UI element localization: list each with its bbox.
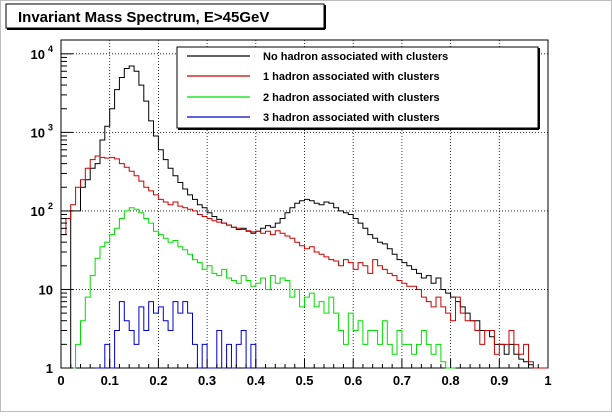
- y-tick-label: 10: [39, 282, 53, 297]
- legend: No hadron associated with clusters 1 had…: [176, 46, 540, 130]
- x-tick-label: 1: [544, 373, 551, 388]
- x-tick-label: 0.8: [442, 373, 460, 388]
- x-tick-label: 0.2: [149, 373, 167, 388]
- y-tick-label: 1: [46, 361, 53, 376]
- series-line-3: [95, 301, 261, 369]
- x-tick-label: 0.4: [247, 373, 266, 388]
- legend-label-series-3: 3 hadron associated with clusters: [263, 112, 440, 124]
- y-tick-label: 10: [31, 47, 45, 62]
- y-tick-exponent: 4: [48, 44, 53, 54]
- chart-title: Invariant Mass Spectrum, E>45GeV: [18, 9, 269, 26]
- x-tick-label: 0.9: [490, 373, 508, 388]
- x-tick-label: 0.7: [393, 373, 411, 388]
- title-box: Invariant Mass Spectrum, E>45GeV: [5, 3, 326, 30]
- x-tick-label: 0.1: [101, 373, 119, 388]
- x-tick-label: 0.6: [344, 373, 362, 388]
- legend-box: [176, 46, 539, 129]
- y-tick-exponent: 2: [48, 201, 53, 211]
- y-tick-label: 10: [31, 204, 45, 219]
- series-layer: [61, 65, 548, 369]
- x-tick-label: 0: [57, 373, 64, 388]
- x-tick-label: 0.5: [295, 373, 313, 388]
- x-tick-label: 0.3: [198, 373, 216, 388]
- legend-label-series-1: 1 hadron associated with clusters: [263, 71, 440, 83]
- series-line-2: [61, 207, 456, 369]
- legend-label-series-0: No hadron associated with clusters: [263, 51, 448, 63]
- y-tick-label: 10: [31, 125, 45, 140]
- title-box-border: [5, 3, 325, 29]
- legend-label-series-2: 2 hadron associated with clusters: [263, 92, 440, 104]
- y-tick-exponent: 3: [48, 122, 53, 132]
- series-line-1: [61, 155, 548, 369]
